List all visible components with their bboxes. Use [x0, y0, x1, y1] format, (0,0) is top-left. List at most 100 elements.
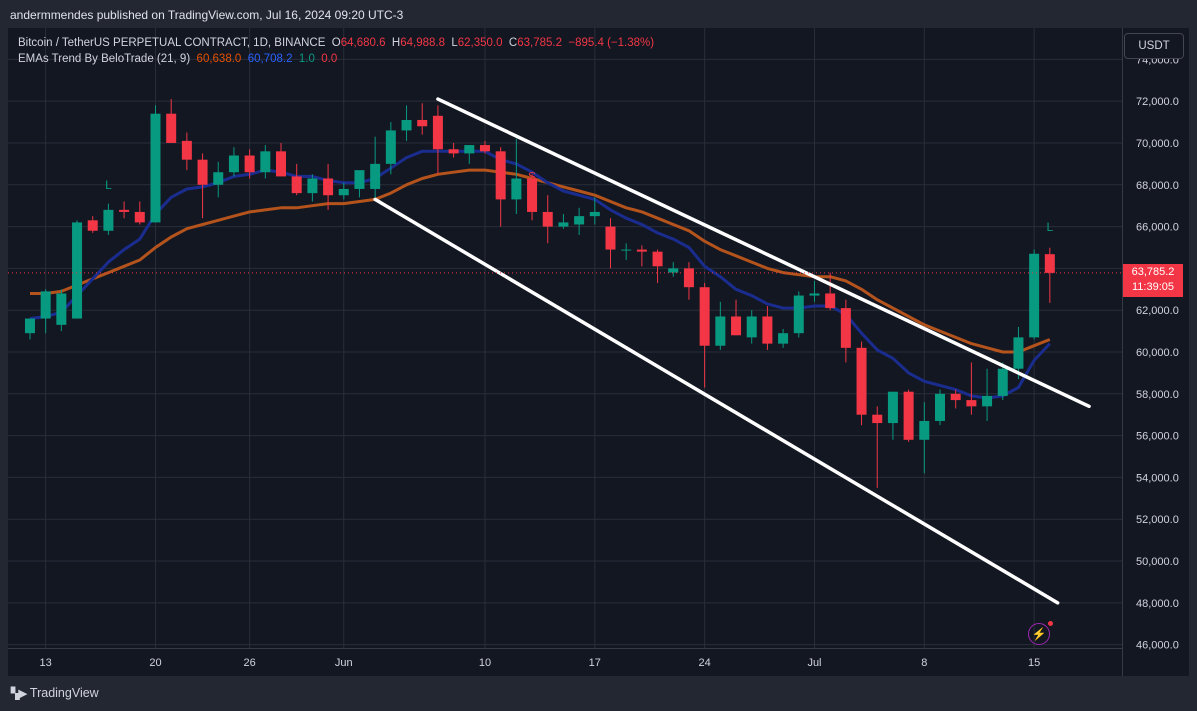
candle-body [731, 316, 742, 336]
open-label: O [331, 37, 341, 49]
currency-button[interactable]: USDT [1124, 33, 1184, 59]
candle [762, 306, 773, 350]
candle-body [558, 222, 569, 227]
lightning-alert-icon[interactable]: ⚡ [1028, 621, 1053, 645]
candle [72, 220, 83, 319]
candle-body [982, 395, 993, 407]
candle [982, 368, 993, 421]
indicator-legend-row: EMAs Trend By BeloTrade (21, 9) 60,638.0… [18, 51, 654, 67]
publisher-info: andermmendes published on TradingView.co… [10, 8, 404, 22]
candle-body [903, 391, 914, 440]
candle-body [934, 393, 945, 421]
close-label: C [508, 37, 518, 49]
footer-bar [0, 677, 1197, 711]
candle-body [354, 170, 365, 189]
low-value: 62,350.0 [457, 37, 503, 49]
time-axis-label: 15 [1028, 657, 1040, 669]
price-axis-label: 66,000.0 [1136, 222, 1179, 234]
candle [197, 153, 208, 219]
candle-body [762, 316, 773, 344]
price-axis-label: 48,000.0 [1136, 598, 1179, 610]
high-label: H [391, 37, 401, 49]
candle [307, 174, 318, 202]
indicator-value-2: 60,708.2 [247, 53, 293, 65]
candle [1029, 249, 1040, 340]
candle-body [621, 249, 632, 251]
candle [181, 132, 192, 171]
candle-body [574, 216, 585, 225]
candle-body [825, 293, 836, 309]
time-axis-label: 24 [699, 657, 711, 669]
countdown-timer: 11:39:05 [1131, 281, 1174, 293]
price-chart[interactable]: LSL74,000.072,000.070,000.068,000.066,00… [8, 28, 1189, 676]
candle-body [950, 393, 961, 401]
candle-body [401, 119, 412, 131]
candle [731, 299, 742, 336]
candle-body [56, 293, 67, 325]
candle [432, 105, 443, 175]
candle [401, 105, 412, 141]
price-axis-label: 54,000.0 [1136, 472, 1179, 484]
symbol-title[interactable]: Bitcoin / TetherUS PERPETUAL CONTRACT, 1… [18, 37, 326, 49]
candle [119, 201, 130, 219]
tradingview-logo[interactable]: ▚▶ TradingView [11, 686, 99, 700]
candle-body [464, 145, 475, 154]
candle-body [605, 226, 616, 250]
candle [354, 170, 365, 198]
candle-body [652, 251, 663, 267]
price-axis-label: 46,000.0 [1136, 640, 1179, 652]
high-value: 64,988.8 [400, 37, 445, 49]
candle-body [72, 222, 83, 319]
last-price-value: 63,785.2 [1131, 266, 1175, 278]
candle-body [715, 316, 726, 346]
candle-body [683, 268, 694, 288]
candle-body [778, 333, 789, 344]
candle [260, 145, 271, 179]
price-axis-label: 52,000.0 [1136, 514, 1179, 526]
candle [479, 140, 490, 154]
candle-body [746, 316, 757, 338]
trend-channel-line [436, 97, 1091, 409]
candle [1013, 326, 1024, 380]
indicator-value-1: 60,638.0 [196, 53, 242, 65]
candle [417, 103, 428, 135]
candle [778, 329, 789, 348]
candle [950, 389, 961, 409]
candle-body [24, 318, 35, 334]
candle [715, 301, 726, 350]
candle-body [213, 172, 224, 185]
price-axis-label: 60,000.0 [1136, 347, 1179, 359]
candle-body [103, 209, 114, 231]
candle [903, 389, 914, 442]
candle-body [87, 220, 98, 231]
candle [668, 262, 679, 277]
top-bar: andermmendes published on TradingView.co… [0, 0, 1197, 28]
candle-body [228, 155, 239, 173]
candle-body [370, 163, 381, 189]
candle [228, 147, 239, 177]
candle [809, 280, 820, 302]
indicator-title[interactable]: EMAs Trend By BeloTrade (21, 9) [18, 53, 191, 65]
candle [589, 197, 600, 225]
candle-body [793, 295, 804, 334]
signal-label: L [1046, 220, 1053, 234]
candle-body [699, 287, 710, 346]
candle-body [511, 178, 522, 200]
candle [103, 203, 114, 235]
candle-body [887, 391, 898, 424]
candle-body [244, 155, 255, 173]
candle-body [856, 347, 867, 415]
candle [872, 406, 883, 488]
candle [385, 122, 396, 175]
candle-body [542, 211, 553, 227]
candle-body [997, 368, 1008, 396]
candle [213, 161, 224, 198]
candle [527, 174, 538, 221]
candle [56, 289, 67, 332]
candle [495, 147, 506, 227]
candle [887, 391, 898, 440]
notification-dot [1048, 621, 1053, 626]
candle [166, 99, 177, 143]
candle-body [385, 130, 396, 164]
candle-body [307, 178, 318, 194]
